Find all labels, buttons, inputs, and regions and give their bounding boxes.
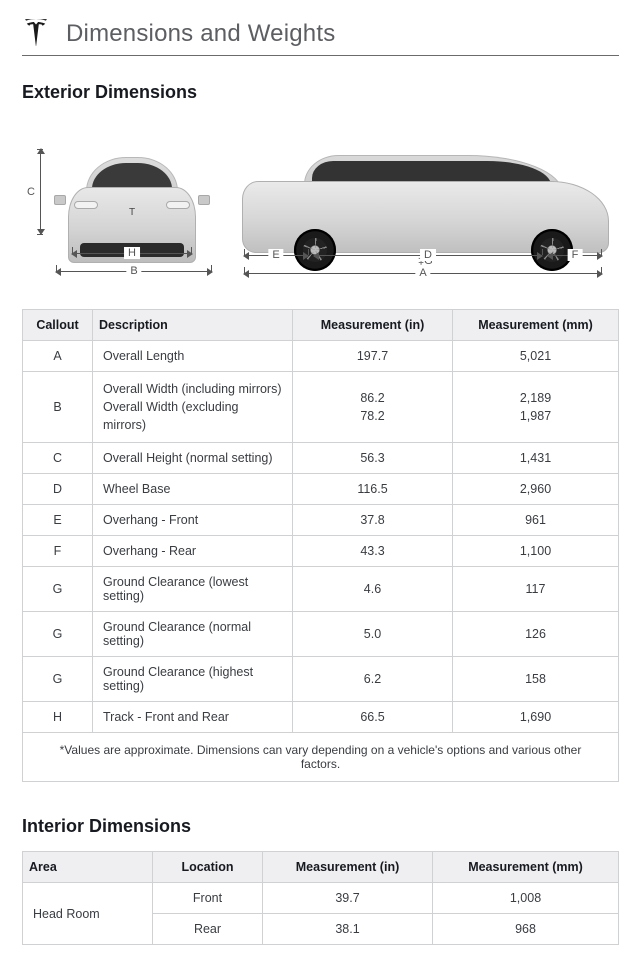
dim-F: F xyxy=(548,255,602,256)
table-cell: 4.6 xyxy=(293,567,453,612)
table-cell: Ground Clearance (normal setting) xyxy=(93,612,293,657)
exterior-dimensions-table: Callout Description Measurement (in) Mea… xyxy=(22,309,619,782)
table-cell: C xyxy=(23,443,93,474)
table-cell: 2,1891,987 xyxy=(453,372,619,443)
table-row: GGround Clearance (lowest setting)4.6117 xyxy=(23,567,619,612)
table-cell: Ground Clearance (highest setting) xyxy=(93,657,293,702)
table-cell: E xyxy=(23,505,93,536)
table-row: GGround Clearance (highest setting)6.215… xyxy=(23,657,619,702)
table-row: BOverall Width (including mirrors)Overal… xyxy=(23,372,619,443)
table-cell: 968 xyxy=(433,914,619,945)
table-cell: F xyxy=(23,536,93,567)
col-location: Location xyxy=(153,852,263,883)
table-cell: 38.1 xyxy=(263,914,433,945)
page-title: Dimensions and Weights xyxy=(66,20,335,48)
table-cell: 6.2 xyxy=(293,657,453,702)
table-cell: Overall Width (including mirrors)Overall… xyxy=(93,372,293,443)
table-cell: A xyxy=(23,341,93,372)
table-cell: Overall Height (normal setting) xyxy=(93,443,293,474)
table-cell: Wheel Base xyxy=(93,474,293,505)
table-cell: 116.5 xyxy=(293,474,453,505)
table-cell: 126 xyxy=(453,612,619,657)
table-cell-area: Head Room xyxy=(23,883,153,945)
tesla-logo-icon xyxy=(22,18,50,49)
table-cell: Track - Front and Rear xyxy=(93,702,293,733)
table-cell: 5,021 xyxy=(453,341,619,372)
table-cell: 197.7 xyxy=(293,341,453,372)
dim-A: A xyxy=(244,273,602,274)
dim-C: C xyxy=(40,149,41,234)
table-cell: 2,960 xyxy=(453,474,619,505)
table-cell: 39.7 xyxy=(263,883,433,914)
table-cell: 5.0 xyxy=(293,612,453,657)
table-cell: 117 xyxy=(453,567,619,612)
table-row: COverall Height (normal setting)56.31,43… xyxy=(23,443,619,474)
table-cell: 37.8 xyxy=(293,505,453,536)
dim-E: E xyxy=(244,255,308,256)
table-cell: Rear xyxy=(153,914,263,945)
dim-B: B xyxy=(56,271,212,272)
table-row: AOverall Length197.75,021 xyxy=(23,341,619,372)
table-cell: Overhang - Front xyxy=(93,505,293,536)
table-cell: H xyxy=(23,702,93,733)
table-row: EOverhang - Front37.8961 xyxy=(23,505,619,536)
table-cell: 961 xyxy=(453,505,619,536)
car-front-view: T C H B xyxy=(22,125,232,295)
col-callout: Callout xyxy=(23,310,93,341)
table-row: Head RoomFront39.71,008 xyxy=(23,883,619,914)
table-cell: Overhang - Rear xyxy=(93,536,293,567)
table-cell: 1,008 xyxy=(433,883,619,914)
interior-dimensions-table: Area Location Measurement (in) Measureme… xyxy=(22,851,619,945)
table-cell: 158 xyxy=(453,657,619,702)
section-title-interior: Interior Dimensions xyxy=(22,816,619,837)
table-cell: 1,690 xyxy=(453,702,619,733)
table-cell: 86.278.2 xyxy=(293,372,453,443)
dim-D: D xyxy=(314,255,542,256)
table-cell: G xyxy=(23,567,93,612)
table-cell: 1,100 xyxy=(453,536,619,567)
col-measurement-mm: Measurement (mm) xyxy=(453,310,619,341)
col-measurement-mm: Measurement (mm) xyxy=(433,852,619,883)
col-measurement-in: Measurement (in) xyxy=(263,852,433,883)
dim-H: H xyxy=(72,253,192,254)
table-cell: 56.3 xyxy=(293,443,453,474)
table-cell: 66.5 xyxy=(293,702,453,733)
table-cell: 43.3 xyxy=(293,536,453,567)
table-cell: B xyxy=(23,372,93,443)
col-description: Description xyxy=(93,310,293,341)
section-title-exterior: Exterior Dimensions xyxy=(22,82,619,103)
table-cell: Overall Length xyxy=(93,341,293,372)
table-cell: 1,431 xyxy=(453,443,619,474)
dimensions-diagram: T C H B ‡G E D F xyxy=(22,125,619,295)
col-measurement-in: Measurement (in) xyxy=(293,310,453,341)
table-header-row: Callout Description Measurement (in) Mea… xyxy=(23,310,619,341)
table-row: DWheel Base116.52,960 xyxy=(23,474,619,505)
table-cell: Front xyxy=(153,883,263,914)
page-header: Dimensions and Weights xyxy=(22,18,619,56)
col-area: Area xyxy=(23,852,153,883)
table-cell: G xyxy=(23,657,93,702)
car-side-view: ‡G E D F A xyxy=(232,125,619,295)
table-cell: D xyxy=(23,474,93,505)
table-cell: G xyxy=(23,612,93,657)
table-row: HTrack - Front and Rear66.51,690 xyxy=(23,702,619,733)
table-footnote: *Values are approximate. Dimensions can … xyxy=(23,733,619,782)
table-header-row: Area Location Measurement (in) Measureme… xyxy=(23,852,619,883)
table-row: FOverhang - Rear43.31,100 xyxy=(23,536,619,567)
table-cell: Ground Clearance (lowest setting) xyxy=(93,567,293,612)
table-row: GGround Clearance (normal setting)5.0126 xyxy=(23,612,619,657)
